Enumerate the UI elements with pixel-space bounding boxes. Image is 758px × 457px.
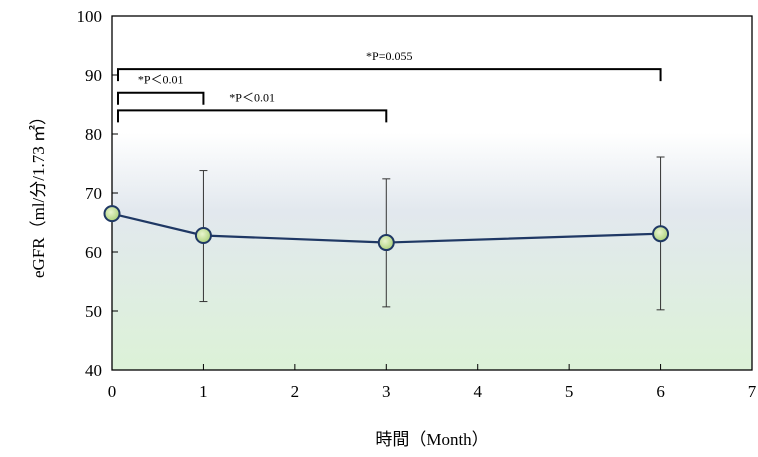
significance-label: *P＜0.01 — [138, 73, 184, 87]
data-point — [379, 235, 394, 250]
significance-label: *P＜0.01 — [229, 90, 275, 104]
y-tick-label: 100 — [77, 7, 103, 26]
data-point — [653, 226, 668, 241]
x-tick-label: 6 — [656, 382, 665, 401]
y-tick-label: 80 — [85, 125, 102, 144]
x-tick-label: 7 — [748, 382, 757, 401]
y-tick-label: 50 — [85, 302, 102, 321]
y-tick-label: 40 — [85, 361, 102, 380]
x-tick-label: 4 — [473, 382, 482, 401]
x-tick-label: 0 — [108, 382, 117, 401]
data-point — [105, 206, 120, 221]
x-tick-label: 1 — [199, 382, 208, 401]
y-tick-label: 60 — [85, 243, 102, 262]
x-tick-label: 3 — [382, 382, 391, 401]
x-axis-title: 時間（Month） — [375, 430, 488, 449]
y-tick-label: 90 — [85, 66, 102, 85]
y-axis-title: eGFR（ml/分/1.73 ㎡） — [29, 108, 48, 278]
significance-label: *P=0.055 — [366, 49, 412, 63]
x-tick-label: 5 — [565, 382, 574, 401]
y-tick-label: 70 — [85, 184, 102, 203]
x-tick-label: 2 — [291, 382, 300, 401]
data-point — [196, 228, 211, 243]
